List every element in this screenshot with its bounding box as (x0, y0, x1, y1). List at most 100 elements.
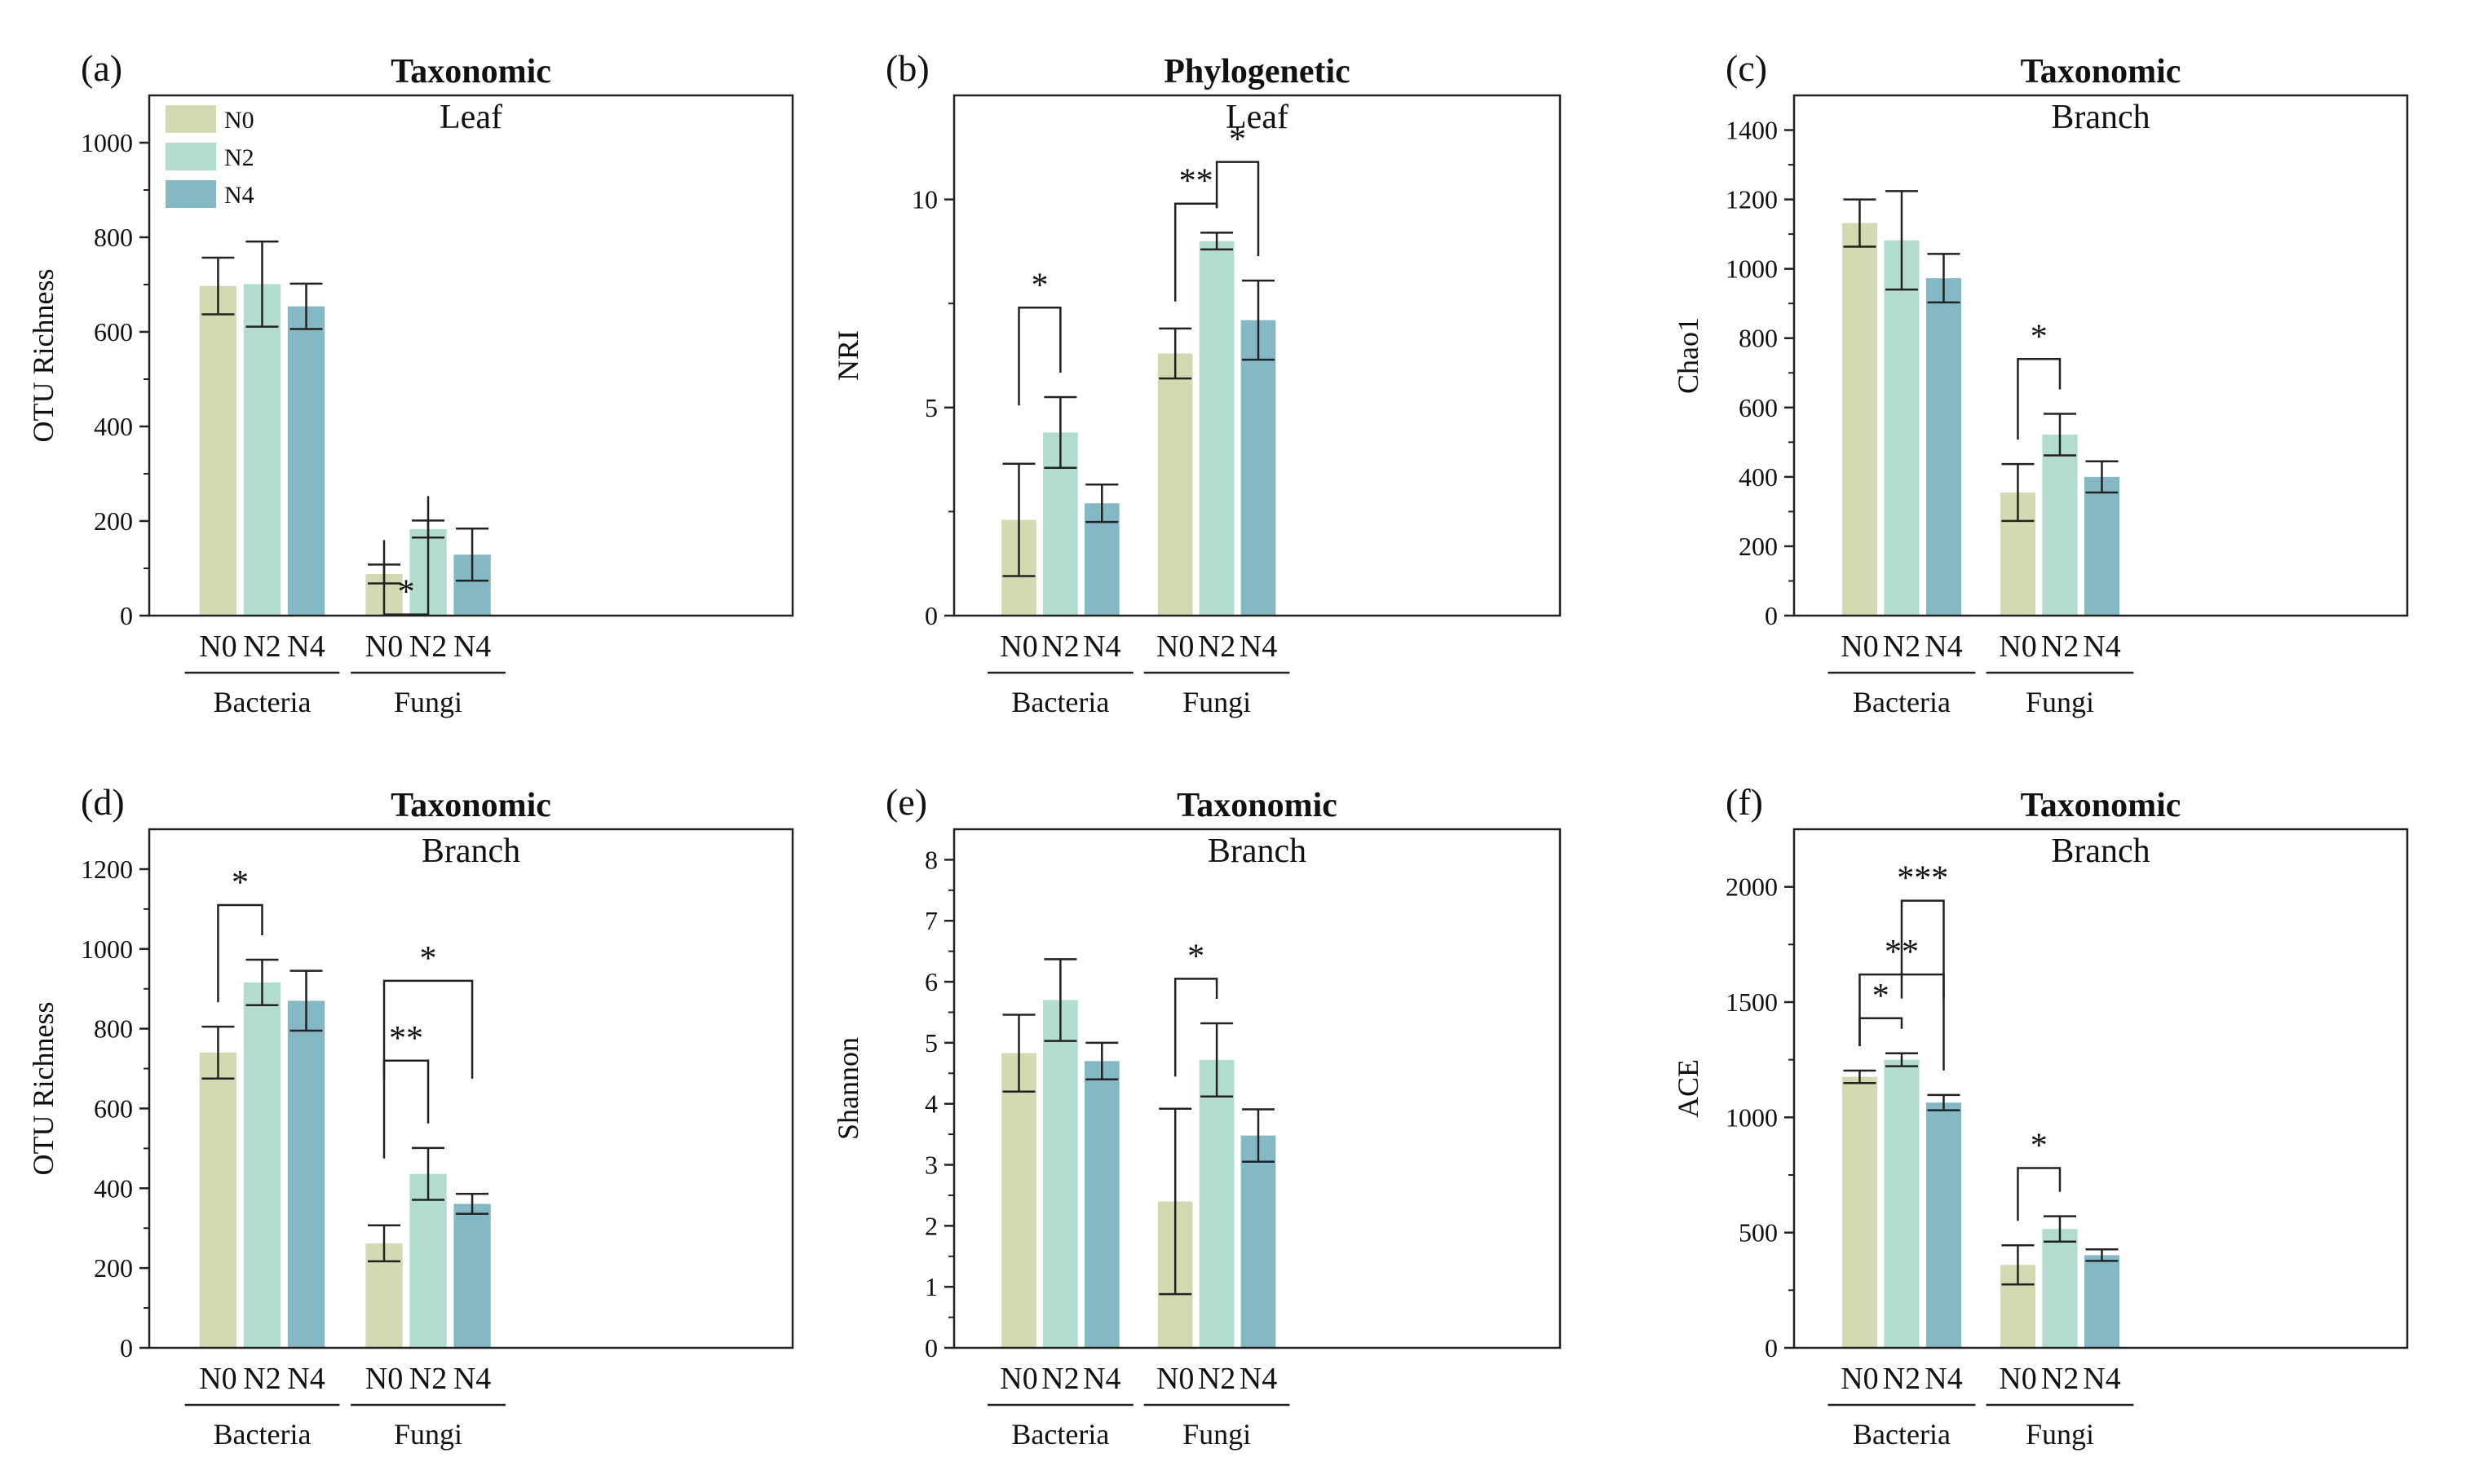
x-tick-label: N4 (1083, 1362, 1120, 1396)
x-tick-label: N4 (1925, 629, 1962, 664)
x-tick-label: N2 (243, 629, 281, 664)
x-tick-label: N0 (1841, 629, 1878, 664)
chart-title: Taxonomic (391, 53, 551, 91)
legend-swatch-n2 (166, 143, 216, 170)
significance-label: * (398, 574, 415, 612)
bar-bacteria-n0 (199, 1052, 237, 1348)
y-tick-label: 400 (94, 1173, 133, 1203)
y-tick-label: 0 (925, 1333, 938, 1363)
legend: N0 N2 N4 (166, 105, 254, 209)
y-tick-label: 4 (925, 1089, 938, 1119)
x-tick-label: N0 (1999, 629, 2036, 664)
plot-frame (148, 828, 794, 1349)
legend-label-n4: N4 (224, 182, 254, 209)
significance-label: * (2031, 1128, 2048, 1165)
bar-bacteria-n4 (1925, 278, 1962, 616)
y-axis-label: NRI (832, 330, 864, 381)
significance-label: * (232, 864, 249, 902)
y-tick-label: 2 (925, 1211, 938, 1240)
bar-fungi-n0 (1157, 353, 1193, 616)
group-label-bacteria: Bacteria (1853, 686, 1951, 718)
significance-bracket (1858, 1017, 1903, 1046)
significance-label: * (1872, 978, 1889, 1015)
x-tick-label: N2 (2041, 629, 2079, 664)
bar-fungi-n4 (1240, 1135, 1276, 1348)
significance-bracket (217, 903, 263, 1003)
group-label-fungi: Fungi (394, 686, 462, 718)
significance-bracket (2017, 358, 2062, 440)
chart-title: Taxonomic (2021, 53, 2181, 91)
y-tick-label: 200 (1739, 532, 1778, 561)
group-label-bacteria: Bacteria (214, 686, 312, 718)
x-tick-label: N2 (1198, 1362, 1235, 1396)
bar-bacteria-n2 (1884, 240, 1920, 616)
y-tick-label: 2000 (1726, 872, 1778, 902)
x-tick-label: N2 (1883, 629, 1920, 664)
legend-label-n0: N0 (224, 107, 254, 134)
y-tick-label: 0 (120, 1333, 133, 1363)
chart-subtitle: Branch (1208, 833, 1306, 870)
bar-fungi-n2 (2042, 434, 2078, 616)
significance-label: * (1229, 121, 1246, 159)
y-tick-label: 6 (925, 967, 938, 996)
bar-fungi-n2 (1199, 241, 1235, 616)
significance-bracket (1018, 307, 1062, 406)
significance-label: * (2031, 318, 2048, 356)
bar-bacteria-n2 (243, 284, 281, 616)
legend-swatch-n0 (166, 105, 216, 133)
group-label-fungi: Fungi (2026, 1418, 2094, 1451)
bar-bacteria-n0 (1841, 1076, 1878, 1348)
significance-bracket (1215, 161, 1260, 257)
y-tick-label: 7 (925, 906, 938, 935)
x-tick-label: N2 (1041, 629, 1079, 664)
plot-frame (1792, 94, 2409, 617)
y-tick-label: 1000 (81, 128, 133, 157)
x-tick-label: N2 (1198, 629, 1235, 664)
x-tick-label: N0 (1999, 1362, 2036, 1396)
group-label-bacteria: Bacteria (1011, 1418, 1109, 1451)
y-axis-label: OTU Richness (27, 1002, 60, 1176)
group-label-bacteria: Bacteria (1011, 686, 1109, 718)
y-tick-label: 1000 (1726, 254, 1778, 284)
chart-subtitle: Leaf (440, 99, 502, 136)
bar-bacteria-n0 (1001, 1053, 1036, 1348)
bar-bacteria-n4 (287, 306, 325, 616)
legend-label-n2: N2 (224, 144, 254, 171)
y-axis-label: Shannon (832, 1037, 864, 1140)
bar-bacteria-n2 (1043, 1000, 1078, 1348)
x-tick-label: N4 (1240, 629, 1277, 664)
bar-bacteria-n4 (1084, 1061, 1120, 1348)
y-tick-label: 3 (925, 1151, 938, 1180)
significance-label: *** (1897, 860, 1948, 898)
group-label-fungi: Fungi (394, 1418, 462, 1451)
y-tick-label: 0 (1765, 601, 1778, 630)
x-tick-label: N0 (1000, 1362, 1037, 1396)
y-tick-label: 800 (94, 223, 133, 252)
x-tick-label: N4 (2083, 1362, 2120, 1396)
y-tick-label: 1500 (1726, 987, 1778, 1017)
y-tick-label: 1200 (81, 855, 133, 884)
y-tick-label: 600 (94, 1093, 133, 1123)
chart-title: Taxonomic (2021, 787, 2181, 824)
x-tick-label: N4 (2083, 629, 2120, 664)
y-tick-label: 600 (94, 317, 133, 347)
y-tick-label: 5 (925, 393, 938, 422)
significance-label: ** (389, 1020, 423, 1058)
significance-bracket (382, 1059, 430, 1159)
x-tick-label: N0 (199, 629, 236, 664)
x-tick-label: N4 (287, 1362, 325, 1396)
y-tick-label: 0 (1765, 1333, 1778, 1363)
y-tick-label: 1000 (81, 934, 133, 964)
significance-label: * (1031, 267, 1048, 304)
x-tick-label: N4 (1083, 629, 1120, 664)
significance-bracket (2017, 1167, 2062, 1221)
x-tick-label: N2 (243, 1362, 281, 1396)
chart-title: Taxonomic (391, 787, 551, 824)
plot-frame (952, 94, 1562, 617)
plot-frame (1792, 828, 2409, 1349)
x-tick-label: N2 (2041, 1362, 2079, 1396)
x-tick-label: N0 (365, 1362, 403, 1396)
y-tick-label: 600 (1739, 393, 1778, 422)
